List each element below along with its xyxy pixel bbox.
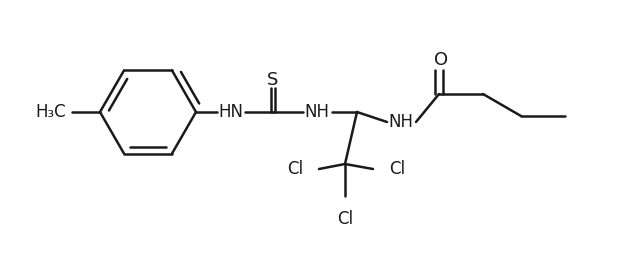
- Text: NH: NH: [305, 103, 330, 121]
- Text: Cl: Cl: [389, 160, 405, 178]
- Text: O: O: [434, 51, 448, 69]
- Text: HN: HN: [218, 103, 243, 121]
- Text: S: S: [268, 71, 278, 89]
- Text: H₃C: H₃C: [35, 103, 66, 121]
- Text: Cl: Cl: [287, 160, 303, 178]
- Text: Cl: Cl: [337, 210, 353, 228]
- Text: NH: NH: [388, 113, 413, 131]
